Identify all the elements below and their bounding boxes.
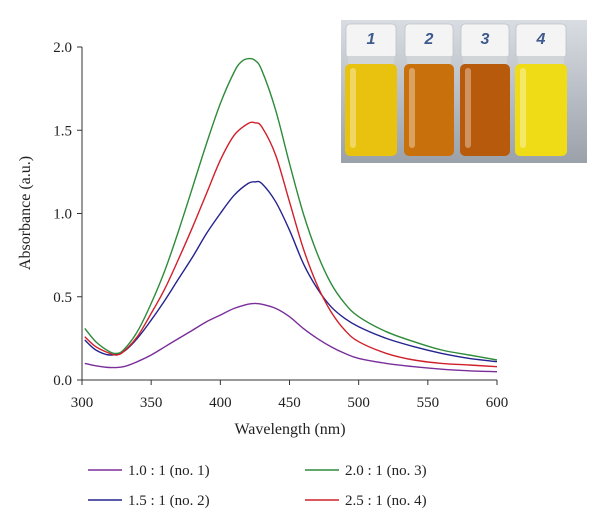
x-tick-label: 550: [417, 395, 440, 411]
vial-3: 3: [460, 23, 510, 156]
vial-highlight: [520, 68, 526, 148]
vial-number-label: 2: [424, 31, 434, 48]
vial-number-label: 3: [481, 31, 490, 48]
vial-neck: [348, 56, 394, 64]
x-tick-label: 350: [140, 395, 163, 411]
vial-4: 4: [515, 23, 567, 156]
vial-highlight: [409, 68, 415, 148]
x-tick-label: 400: [209, 395, 232, 411]
x-tick-label: 450: [278, 395, 301, 411]
x-tick-label: 300: [71, 395, 94, 411]
x-ticks: 300 350 400 450 500 550 600: [71, 380, 509, 411]
y-ticks: 0.0 0.5 1.0 1.5 2.0: [53, 40, 82, 389]
vial-liquid: [345, 64, 397, 156]
vial-highlight: [350, 68, 356, 148]
y-tick-label: 1.0: [53, 207, 72, 223]
y-tick-label: 2.0: [53, 40, 72, 56]
legend-label-2: 1.5 : 1 (no. 2): [128, 493, 210, 509]
vial-number-label: 1: [367, 31, 376, 48]
series-line-4: [84, 121, 498, 368]
vial-neck: [407, 56, 451, 64]
series-line-1: [84, 302, 498, 373]
series-line-2: [84, 180, 498, 363]
vial-liquid: [404, 64, 454, 156]
y-tick-label: 1.5: [53, 123, 72, 139]
x-tick-label: 600: [486, 395, 509, 411]
vial-liquid: [460, 64, 510, 156]
vial-2: 2: [404, 23, 454, 156]
y-axis-title: Absorbance (a.u.): [17, 156, 34, 270]
legend-label-3: 2.0 : 1 (no. 3): [345, 463, 427, 479]
vial-number-label: 4: [536, 31, 546, 48]
plot-area: [84, 57, 498, 373]
x-axis-title: Wavelength (nm): [234, 421, 345, 438]
vial-highlight: [465, 68, 471, 148]
vial-liquid: [515, 64, 567, 156]
y-tick-label: 0.0: [53, 373, 72, 389]
legend: 1.0 : 1 (no. 1) 1.5 : 1 (no. 2) 2.0 : 1 (n…: [88, 463, 427, 509]
legend-label-4: 2.5 : 1 (no. 4): [345, 493, 427, 509]
y-tick-label: 0.5: [53, 290, 72, 306]
series-line-3: [84, 57, 498, 361]
x-tick-label: 500: [347, 395, 370, 411]
legend-label-1: 1.0 : 1 (no. 1): [128, 463, 210, 479]
vial-neck: [518, 56, 564, 64]
vial-1: 1: [345, 23, 397, 156]
vial-neck: [463, 56, 507, 64]
vial-photo-inset: 1 2 3 4: [341, 20, 587, 163]
